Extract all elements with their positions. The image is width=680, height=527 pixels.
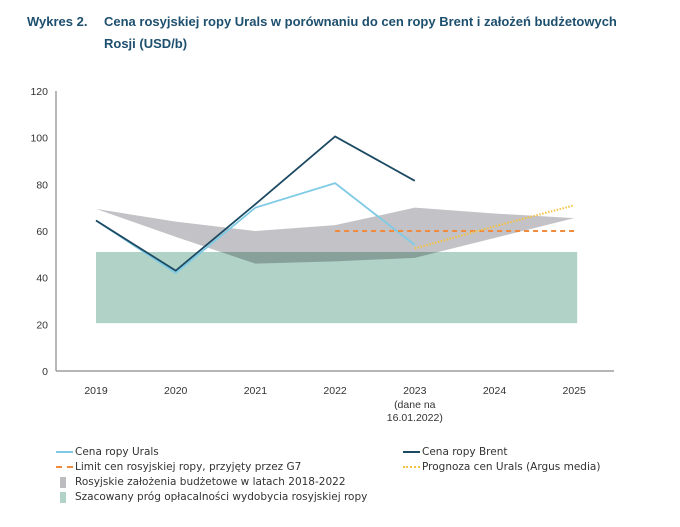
breakeven-band bbox=[96, 252, 578, 324]
x-tick-sublabel: (dane na bbox=[394, 399, 436, 411]
legend-label: Szacowany próg opłacalności wydobycia ro… bbox=[75, 491, 368, 503]
legend-item-argus: Prognoza cen Urals (Argus media) bbox=[403, 460, 600, 474]
chart-plot: 0 20 40 60 80 100 120 2019 2020 2021 2022 2023 (dane… bbox=[30, 86, 614, 424]
series-line-prognoza-cen-urals-argus-media bbox=[414, 204, 575, 250]
legend-swatch-urals bbox=[56, 451, 73, 453]
x-tick-label: 2019 bbox=[84, 385, 108, 397]
legend-swatch-brent bbox=[403, 451, 420, 453]
series-line-cena-ropy-urals bbox=[95, 182, 416, 275]
legend-swatch-g7-limit bbox=[56, 466, 73, 468]
x-tick-label: 2022 bbox=[323, 385, 347, 397]
legend-swatch-budget-assumptions bbox=[60, 476, 66, 488]
y-tick-label: 20 bbox=[36, 319, 48, 331]
x-tick-label: 2023 bbox=[403, 385, 427, 397]
x-tick-sublabel: 16.01.2022) bbox=[387, 412, 443, 424]
y-tick-label: 40 bbox=[36, 273, 48, 285]
legend-label: Limit cen rosyjskiej ropy, przyjęty prze… bbox=[75, 461, 302, 473]
legend-label: Cena ropy Brent bbox=[422, 446, 508, 458]
figure-label: Wykres 2. bbox=[27, 14, 88, 29]
y-tick-label: 120 bbox=[30, 86, 48, 98]
x-tick-label: 2025 bbox=[563, 385, 587, 397]
legend-item-brent: Cena ropy Brent bbox=[403, 445, 507, 459]
legend-item-urals: Cena ropy Urals bbox=[56, 445, 159, 459]
legend-label: Prognoza cen Urals (Argus media) bbox=[422, 461, 601, 473]
y-tick-label: 0 bbox=[42, 366, 48, 378]
legend-swatch-breakeven bbox=[60, 491, 66, 503]
y-tick-label: 100 bbox=[30, 133, 48, 145]
legend-swatch-argus bbox=[403, 466, 420, 468]
series-line-cena-ropy-brent bbox=[95, 135, 416, 272]
x-tick-label: 2020 bbox=[164, 385, 188, 397]
legend-label: Cena ropy Urals bbox=[75, 446, 159, 458]
x-tick-label: 2024 bbox=[483, 385, 507, 397]
legend-item-breakeven: Szacowany próg opłacalności wydobycia ro… bbox=[56, 490, 367, 504]
chart-title: Cena rosyjskiej ropy Urals w porównaniu … bbox=[104, 14, 617, 51]
legend-item-g7-limit: Limit cen rosyjskiej ropy, przyjęty prze… bbox=[56, 460, 301, 474]
y-tick-label: 80 bbox=[36, 179, 48, 191]
legend-label: Rosyjskie założenia budżetowe w latach 2… bbox=[75, 476, 346, 488]
y-tick-label: 60 bbox=[36, 226, 48, 238]
legend-item-budget-assumptions: Rosyjskie założenia budżetowe w latach 2… bbox=[56, 475, 346, 489]
budget-assumptions-area bbox=[96, 207, 575, 264]
x-tick-label: 2021 bbox=[244, 385, 268, 397]
